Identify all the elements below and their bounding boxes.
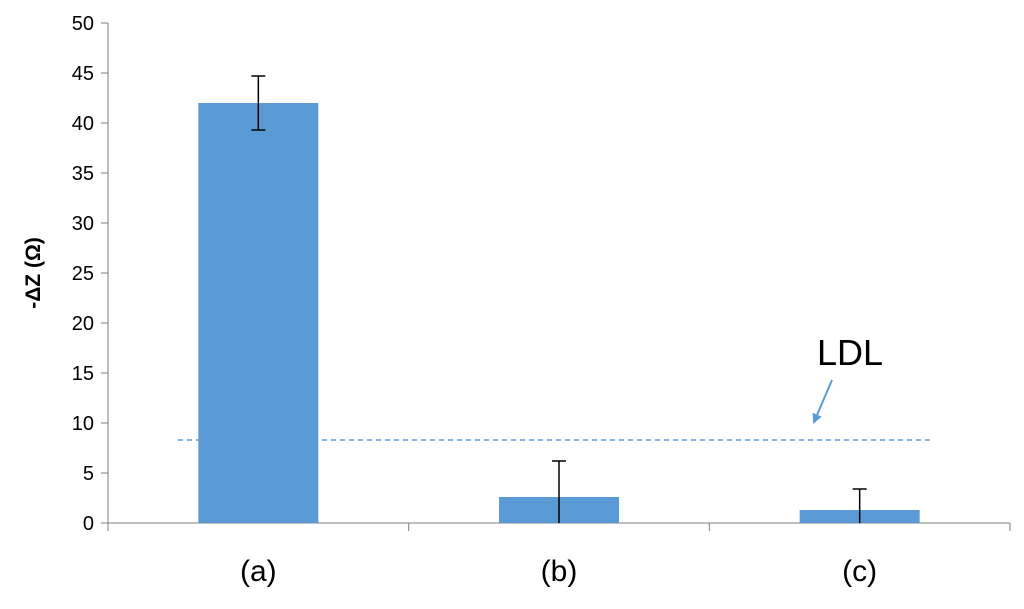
x-tick-label: (c) (842, 555, 877, 588)
x-axis: (a) (b) (c) (107, 522, 1011, 588)
y-axis: 0 5 10 15 20 25 30 35 40 45 50 (72, 13, 109, 535)
y-tick-label: 0 (83, 513, 94, 535)
y-tick-label: 15 (72, 363, 94, 385)
error-bars (251, 75, 867, 523)
y-tick-label: 35 (72, 163, 94, 185)
bar (198, 103, 319, 523)
y-tick-label: 5 (83, 463, 94, 485)
ldl-reference: LDL (178, 332, 932, 441)
y-axis-label: -ΔZ (Ω) (22, 237, 45, 309)
y-tick-label: 40 (72, 113, 94, 135)
y-tick-label: 20 (72, 313, 94, 335)
x-tick-label: (b) (541, 555, 578, 588)
x-tick-label: (a) (240, 555, 277, 588)
y-tick-label: 45 (72, 63, 94, 85)
ldl-label: LDL (817, 332, 883, 373)
ldl-arrow (812, 379, 833, 424)
y-tick-label: 10 (72, 413, 94, 435)
y-tick-label: 25 (72, 263, 94, 285)
bars (198, 103, 920, 523)
y-tick-label: 30 (72, 213, 94, 235)
y-tick-label: 50 (72, 13, 94, 35)
